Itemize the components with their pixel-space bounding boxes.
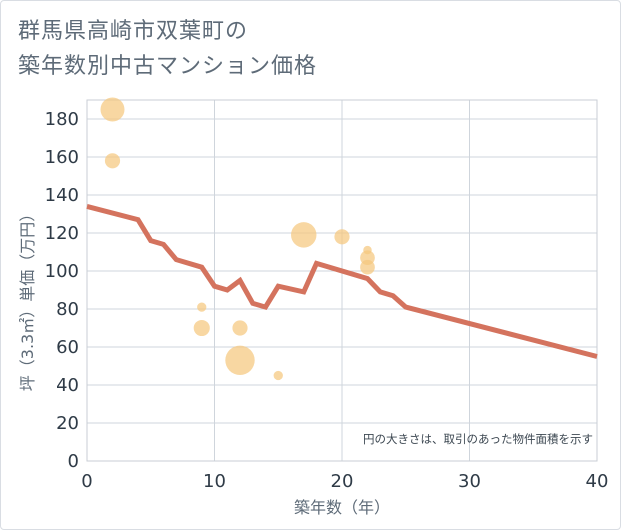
bubble-point bbox=[360, 259, 375, 275]
chart-title-line-2: 築年数別中古マンション価格 bbox=[18, 54, 318, 79]
chart-title: 群馬県高崎市双葉町の 築年数別中古マンション価格 bbox=[18, 14, 317, 84]
y-tick-label: 20 bbox=[56, 413, 79, 434]
x-tick-label: 0 bbox=[81, 471, 92, 492]
chart-title-line-1: 群馬県高崎市双葉町の bbox=[18, 19, 249, 44]
y-tick-label: 80 bbox=[56, 299, 79, 320]
bubble-point bbox=[225, 345, 255, 375]
bubble-point bbox=[193, 319, 210, 337]
y-tick-label: 120 bbox=[45, 223, 79, 244]
x-tick-label: 40 bbox=[586, 471, 609, 492]
y-axis-ticks: 0 20 40 60 80 100 120 140 160 180 bbox=[45, 109, 79, 472]
y-tick-label: 0 bbox=[68, 451, 79, 472]
bubble-point bbox=[291, 222, 317, 248]
x-tick-label: 30 bbox=[458, 471, 481, 492]
y-tick-label: 40 bbox=[56, 375, 79, 396]
y-axis-title: 坪（3.3㎡）単価（万円） bbox=[18, 206, 37, 391]
grid-lines bbox=[86, 100, 598, 462]
bubble-point bbox=[197, 302, 207, 312]
plot-frame bbox=[86, 99, 598, 462]
bubble-point bbox=[104, 153, 121, 169]
x-tick-label: 20 bbox=[331, 471, 354, 492]
bubble-point bbox=[334, 229, 350, 245]
bubble-point bbox=[232, 320, 248, 336]
x-axis-ticks: 0 10 20 30 40 bbox=[81, 471, 608, 492]
bubble-point bbox=[273, 370, 283, 381]
x-axis-title: 築年数（年） bbox=[294, 498, 390, 517]
y-tick-label: 180 bbox=[45, 109, 79, 130]
bubble-size-note: 円の大きさは、取引のあった物件面積を示す bbox=[363, 432, 593, 446]
y-tick-label: 100 bbox=[45, 261, 79, 282]
bubble-series bbox=[100, 97, 375, 381]
trend-line-series bbox=[86, 203, 598, 359]
x-tick-label: 10 bbox=[203, 471, 226, 492]
y-tick-label: 140 bbox=[45, 185, 79, 206]
y-tick-label: 160 bbox=[45, 147, 79, 168]
bubble-point bbox=[100, 97, 125, 122]
y-tick-label: 60 bbox=[56, 337, 79, 358]
trend-line bbox=[86, 203, 598, 359]
